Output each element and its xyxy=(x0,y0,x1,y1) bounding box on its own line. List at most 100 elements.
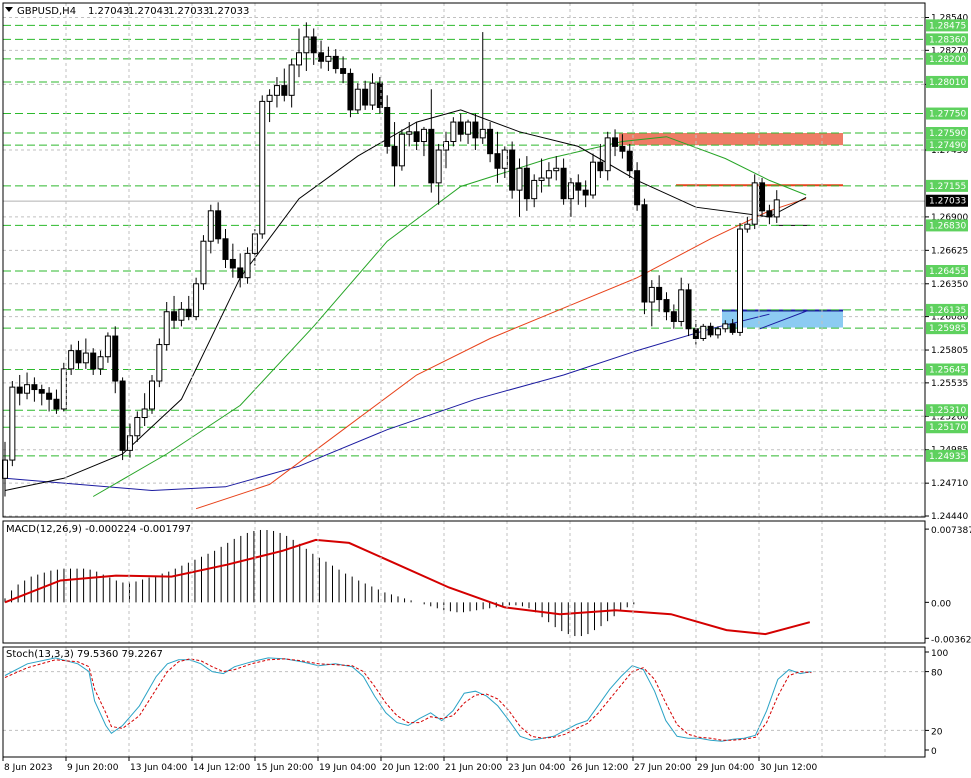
candle xyxy=(141,408,148,419)
level-label-box xyxy=(926,303,968,316)
x-tick-label: 20 Jun 12:00 xyxy=(382,763,439,773)
candle xyxy=(53,398,60,410)
candle xyxy=(9,386,16,461)
level-label-box xyxy=(926,139,968,152)
candle xyxy=(156,344,163,382)
price-panel[interactable]: 1.285401.282701.279901.274501.269001.266… xyxy=(2,14,969,523)
y-tick-label: 1.28270 xyxy=(931,46,968,56)
current-price-box xyxy=(926,194,968,207)
x-tick-label: 27 Jun 20:00 xyxy=(634,763,691,773)
candle xyxy=(435,149,442,184)
candle xyxy=(362,88,369,106)
candle xyxy=(244,252,251,279)
stochastic-panel[interactable]: 100 80 20 0 xyxy=(3,649,948,757)
triangle-down-icon[interactable] xyxy=(5,7,13,12)
level-label-box xyxy=(926,421,968,434)
level-label-box xyxy=(926,19,968,32)
candle xyxy=(237,267,244,279)
level-label: 1.27590 xyxy=(929,129,966,139)
candle xyxy=(685,289,692,330)
x-tick-label: 23 Jun 04:00 xyxy=(508,763,565,773)
candle xyxy=(656,286,663,301)
x-tick-label: 26 Jun 12:00 xyxy=(571,763,628,773)
x-tick-label: 9 Jun 20:00 xyxy=(67,763,119,773)
level-label: 1.26830 xyxy=(929,221,966,231)
candle xyxy=(104,335,111,358)
candle xyxy=(90,352,97,370)
level-label-box xyxy=(926,33,968,46)
level-label: 1.25310 xyxy=(929,406,966,416)
x-tick-label: 15 Jun 20:00 xyxy=(256,763,313,773)
support-zone xyxy=(722,310,843,328)
candle xyxy=(538,177,545,181)
stochastic-title: Stoch(13,3,3) 79.5360 79.2267 xyxy=(6,649,163,660)
candle xyxy=(119,380,126,451)
x-tick-label: 14 Jun 12:00 xyxy=(193,763,250,773)
level-label-box xyxy=(926,265,968,278)
level-label: 1.25170 xyxy=(929,423,966,433)
candle xyxy=(737,228,743,333)
candle xyxy=(273,85,280,96)
candle xyxy=(494,153,501,169)
candle xyxy=(641,204,648,303)
candle xyxy=(729,323,736,333)
level-label-box xyxy=(926,179,968,192)
candle xyxy=(450,121,457,143)
candle xyxy=(259,100,266,235)
candle xyxy=(354,88,361,111)
level-label: 1.25645 xyxy=(929,365,966,375)
level-label: 1.26135 xyxy=(929,306,966,316)
candle xyxy=(222,238,229,260)
candle xyxy=(759,182,766,212)
y-tick-label: 20 xyxy=(931,727,943,737)
candle xyxy=(619,145,626,152)
candle xyxy=(171,311,178,321)
candle xyxy=(318,52,325,62)
level-label-box xyxy=(926,322,968,335)
candle xyxy=(207,210,214,242)
candle xyxy=(112,335,119,382)
candle xyxy=(560,167,567,200)
x-tick-label: 13 Jun 04:00 xyxy=(130,763,187,773)
candle xyxy=(303,36,310,54)
y-tick-label: 0.00 xyxy=(931,599,951,609)
level-label-box xyxy=(926,75,968,88)
stoch-main-line xyxy=(4,657,812,742)
candle xyxy=(465,121,472,135)
candle xyxy=(193,283,200,318)
candle xyxy=(340,68,347,74)
candle xyxy=(714,328,721,336)
macd-panel[interactable]: 0.007387 0.00 -0.003624 xyxy=(4,526,971,645)
candle xyxy=(185,308,192,318)
y-tick-label: 1.26625 xyxy=(931,246,968,256)
candle xyxy=(163,311,170,346)
candle xyxy=(24,384,31,394)
candle xyxy=(178,308,185,321)
candle xyxy=(428,128,435,184)
candle xyxy=(457,121,464,135)
candle xyxy=(567,182,574,200)
low-value: 1.27033 xyxy=(168,6,209,17)
candle xyxy=(97,356,104,370)
candle xyxy=(597,161,604,172)
candle xyxy=(376,82,383,108)
y-tick-label: 1.26080 xyxy=(931,313,968,323)
candle xyxy=(700,325,707,339)
level-label-box xyxy=(926,219,968,232)
candle xyxy=(634,170,641,206)
candle xyxy=(347,72,354,111)
open-value: 1.27043 xyxy=(88,6,129,17)
level-label: 1.25985 xyxy=(929,324,966,334)
x-tick-label: 30 Jun 12:00 xyxy=(760,763,817,773)
candle xyxy=(229,258,236,269)
candle xyxy=(678,289,685,322)
level-label: 1.28360 xyxy=(929,35,966,45)
candle xyxy=(266,94,273,102)
x-tick-label: 21 Jun 20:00 xyxy=(445,763,502,773)
y-tick-label: 0.007387 xyxy=(931,526,971,536)
candle xyxy=(766,210,773,218)
candle xyxy=(391,145,398,167)
symbol-label: GBPUSD,H4 xyxy=(17,6,76,17)
trend-line xyxy=(759,310,809,330)
